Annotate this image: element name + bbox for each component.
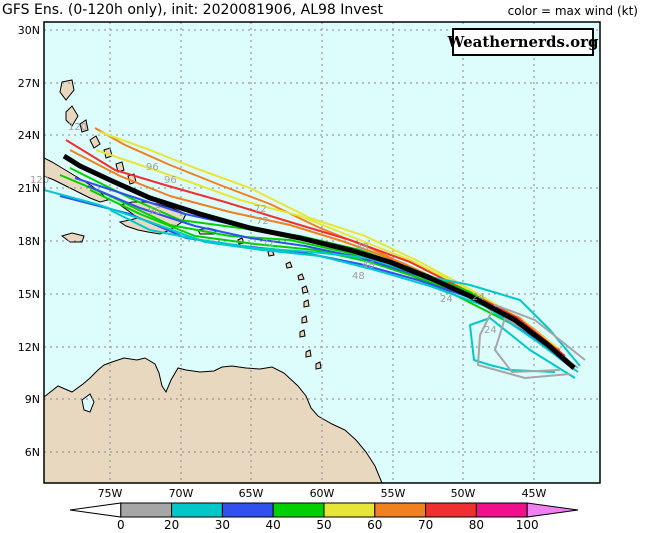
- colorbar-segment: [69, 502, 122, 518]
- lat-label: 21N: [18, 182, 40, 195]
- colorbar-labels: 0 20 30 40 50 60 70 80 100: [117, 518, 539, 532]
- wind-colorbar: [69, 502, 579, 518]
- plot-border: [43, 21, 601, 484]
- track-red-1: [65, 139, 566, 357]
- track-cyan-1: [44, 189, 579, 373]
- hour-label: 72: [254, 204, 267, 215]
- lon-label: 50W: [451, 487, 476, 500]
- hour-label: 48: [352, 271, 365, 282]
- track-black-mean: [62, 153, 576, 370]
- track-green-2: [59, 174, 561, 356]
- colorbar-label: 50: [316, 518, 331, 532]
- colorbar-segment: [171, 502, 223, 518]
- colorbar-label: 100: [516, 518, 539, 532]
- hour-label: 96: [148, 206, 161, 217]
- lat-label: 30N: [18, 24, 40, 37]
- lon-label: 75W: [98, 487, 123, 500]
- lat-label: 6N: [25, 446, 40, 459]
- track-cyan-2: [469, 317, 576, 379]
- weathernerds-watermark: Weathernerds.org: [447, 28, 599, 56]
- hour-label: 24: [440, 294, 453, 305]
- colorbar-segment: [475, 502, 528, 518]
- hour-label: 24: [484, 325, 497, 336]
- hour-label: 48: [356, 242, 369, 253]
- colorbar-segment: [221, 502, 274, 518]
- lat-label: 15N: [18, 288, 40, 301]
- colorbar-segment: [526, 502, 579, 518]
- hour-label: 120: [68, 122, 87, 133]
- hour-label: 120: [30, 175, 49, 186]
- ensemble-tracks: [44, 127, 586, 379]
- lon-label: 70W: [169, 487, 194, 500]
- colorbar-segment: [374, 502, 427, 518]
- lat-label: 24N: [18, 129, 40, 142]
- lat-label: 18N: [18, 235, 40, 248]
- lat-label: 27N: [18, 77, 40, 90]
- colorbar-label: 60: [367, 518, 382, 532]
- track-gray-1: [477, 304, 586, 379]
- legend-title: color = max wind (kt): [507, 4, 638, 18]
- colorbar-segment: [120, 502, 173, 518]
- lat-label: 12N: [18, 341, 40, 354]
- lon-label: 60W: [310, 487, 335, 500]
- colorbar-label: 80: [469, 518, 484, 532]
- track-yellow-2: [95, 149, 559, 349]
- lon-label: 45W: [522, 487, 547, 500]
- hour-label: 72: [256, 216, 269, 227]
- lon-gridlines: [109, 22, 535, 483]
- hour-label: 48: [362, 260, 375, 271]
- colorbar-segment: [425, 502, 477, 518]
- colorbar-label: 0: [117, 518, 125, 532]
- lake-maracaibo: [81, 393, 95, 413]
- lon-label: 55W: [381, 487, 406, 500]
- lat-label: 9N: [25, 393, 40, 406]
- lon-label: 65W: [239, 487, 264, 500]
- colorbar-label: 70: [418, 518, 433, 532]
- hour-label: 24: [472, 292, 485, 303]
- hour-label: 72: [262, 238, 275, 249]
- hour-label: 96: [164, 175, 177, 186]
- colorbar-segment: [272, 502, 325, 518]
- colorbar-segment: [323, 502, 376, 518]
- colorbar-label: 40: [266, 518, 281, 532]
- colorbar-label: 30: [215, 518, 230, 532]
- hour-label: 96: [146, 162, 159, 173]
- map-title: GFS Ens. (0-120h only), init: 2020081906…: [2, 2, 383, 18]
- colorbar-label: 20: [164, 518, 179, 532]
